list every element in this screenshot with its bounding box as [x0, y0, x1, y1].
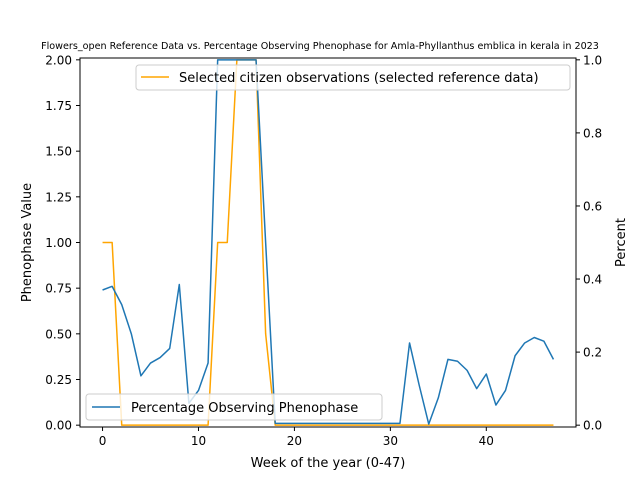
y2-tick-label: 0.2 [583, 346, 602, 360]
y-tick-label: 1.50 [45, 145, 72, 159]
percentage-observing-series-line [102, 59, 555, 425]
legend-bottom-label: Percentage Observing Phenophase [131, 401, 358, 416]
x-tick-label: 20 [287, 434, 302, 448]
legend-bottom: Percentage Observing Phenophase [85, 393, 383, 421]
y2-axis-label: Percent [614, 218, 629, 267]
reference-data-series-line [102, 59, 554, 426]
chart-title: Flowers_open Reference Data vs. Percenta… [41, 41, 599, 52]
x-tick-label: 40 [479, 434, 494, 448]
y-tick-label: 1.25 [45, 190, 72, 204]
y-tick-label: 2.00 [45, 53, 72, 67]
y2-tick-label: 0.8 [583, 126, 602, 140]
x-tick-label: 30 [383, 434, 398, 448]
x-tick-label: 0 [99, 434, 107, 448]
y-tick-label: 0.00 [45, 419, 72, 433]
y-tick-label: 0.75 [45, 282, 72, 296]
y2-tick-label: 1.0 [583, 53, 602, 67]
y-tick-label: 1.00 [45, 236, 72, 250]
y-axis-right: 0.0 0.2 0.4 0.6 0.8 1.0 [576, 53, 602, 433]
y-axis-label: Phenophase Value [20, 183, 35, 302]
x-tick-label: 10 [191, 434, 206, 448]
x-axis: 0 10 20 30 40 [99, 427, 494, 448]
legend-bottom-box [85, 393, 383, 421]
y2-tick-label: 0.6 [583, 199, 602, 213]
y2-tick-label: 0.0 [583, 419, 602, 433]
legend-top: Selected citizen observations (selected … [135, 64, 571, 91]
y-tick-label: 0.50 [45, 327, 72, 341]
legend-top-box [135, 64, 571, 91]
legend-top-label: Selected citizen observations (selected … [179, 71, 539, 86]
y-axis-left: 0.00 0.25 0.50 0.75 1.00 1.25 1.50 1.75 2.00 [45, 53, 80, 433]
plot-frame [79, 57, 577, 428]
y-tick-label: 1.75 [45, 99, 72, 113]
x-axis-label: Week of the year (0-47) [251, 456, 406, 471]
y2-tick-label: 0.4 [583, 273, 602, 287]
y-tick-label: 0.25 [45, 373, 72, 387]
